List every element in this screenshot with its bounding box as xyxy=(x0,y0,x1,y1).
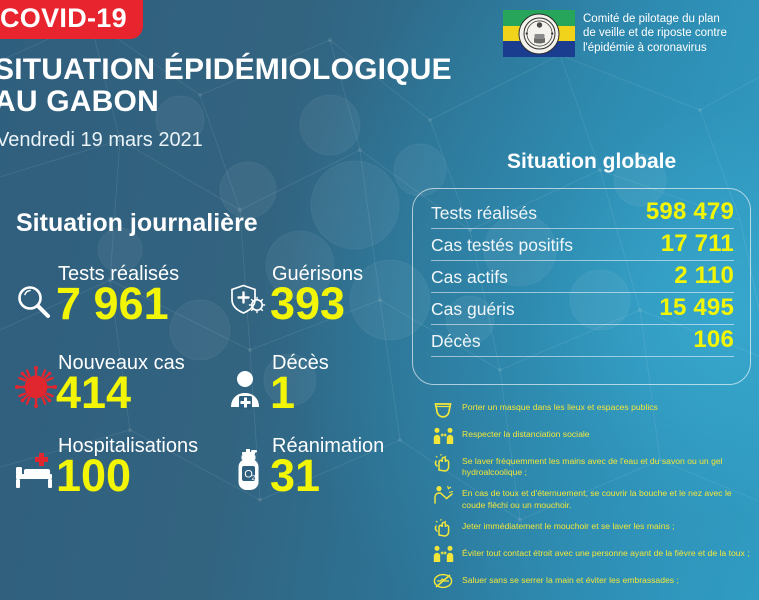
stat-value: 393 xyxy=(270,278,346,329)
guideline-text: En cas de toux et d'éternuement, se couv… xyxy=(462,488,732,510)
stat-tests-realises: Tests réalisés 7 961 xyxy=(14,263,224,329)
guideline-text: Respecter la distanciation sociale xyxy=(462,429,590,439)
guideline-text: Se laver fréquemment les mains avec de l… xyxy=(462,456,723,478)
republic-seal-icon xyxy=(518,13,560,54)
page-title-line2: AU GABON xyxy=(0,85,159,119)
stat-label: Guérisons xyxy=(272,263,364,285)
row-value: 106 xyxy=(693,326,734,353)
svg-text:O: O xyxy=(244,469,253,481)
stat-hospitalisations: Hospitalisations 100 xyxy=(14,435,244,501)
stat-guerisons: Guérisons 393 xyxy=(228,263,428,329)
row-label: Tests réalisés xyxy=(431,203,538,223)
table-row: Cas guéris 15 495 xyxy=(431,293,734,325)
guideline-text: Porter un masque dans les lieux et espac… xyxy=(462,402,658,412)
stat-value: 7 961 xyxy=(56,278,169,329)
distancing-icon xyxy=(432,544,454,565)
list-item: Jeter immédiatement le mouchoir et se la… xyxy=(432,517,752,538)
guideline-text: Saluer sans se serrer la main et éviter … xyxy=(462,574,679,585)
shield-cross-virus-icon xyxy=(228,280,268,325)
coronavirus-icon xyxy=(14,365,58,414)
stat-value: 100 xyxy=(56,450,132,501)
committee-name-line1: Comité de pilotage du plan xyxy=(583,13,720,26)
row-value: 2 110 xyxy=(674,262,734,289)
gabon-flag-icon xyxy=(503,10,575,57)
global-section-title: Situation globale xyxy=(507,150,677,173)
table-row: Décès 106 xyxy=(431,325,734,357)
row-label: Cas actifs xyxy=(431,267,508,287)
daily-section-title: Situation journalière xyxy=(16,209,258,237)
list-item: En cas de toux et d'éternuement, se couv… xyxy=(432,484,752,510)
committee-logo: Comité de pilotage du plan de veille et … xyxy=(503,10,727,57)
report-date: Vendredi 19 mars 2021 xyxy=(0,129,203,151)
page-title-line1: SITUATION ÉPIDÉMIOLOGIQUE xyxy=(0,53,452,86)
guideline-text: Éviter tout contact étroit avec une pers… xyxy=(462,547,750,558)
row-value: 17 711 xyxy=(660,230,734,257)
oxygen-tank-icon: O 2 xyxy=(232,448,266,497)
row-label: Cas testés positifs xyxy=(431,235,573,255)
list-item: Se laver fréquemment les mains avec de l… xyxy=(432,452,752,478)
cough-elbow-icon xyxy=(432,484,454,505)
list-item: Porter un masque dans les lieux et espac… xyxy=(432,398,752,419)
mask-icon xyxy=(432,398,454,419)
svg-text:2: 2 xyxy=(252,475,256,482)
global-stats-panel: Tests réalisés 598 479 Cas testés positi… xyxy=(412,188,751,385)
no-handshake-icon xyxy=(432,571,454,592)
row-label: Cas guéris xyxy=(431,299,515,319)
stat-value: 414 xyxy=(56,367,132,418)
committee-name: Comité de pilotage du plan de veille et … xyxy=(583,12,727,54)
list-item: Saluer sans se serrer la main et éviter … xyxy=(432,571,752,592)
table-row: Cas testés positifs 17 711 xyxy=(431,229,734,261)
stat-nouveaux-cas: Nouveaux cas 414 xyxy=(14,352,224,418)
magnifier-icon xyxy=(14,282,54,327)
stat-label: Décès xyxy=(272,352,329,374)
list-item: Respecter la distanciation sociale xyxy=(432,425,752,446)
wash-hands-icon xyxy=(432,517,454,538)
stat-deces: Décès 1 xyxy=(228,352,428,418)
patient-icon xyxy=(228,369,264,414)
prevention-guidelines: Porter un masque dans les lieux et espac… xyxy=(432,398,752,600)
page-title: SITUATION ÉPIDÉMIOLOGIQUE AU GABON xyxy=(0,53,452,119)
table-row: Cas actifs 2 110 xyxy=(431,261,734,293)
row-label: Décès xyxy=(431,331,481,351)
stat-label: Hospitalisations xyxy=(58,435,199,457)
wash-hands-icon xyxy=(432,452,454,473)
stat-value: 31 xyxy=(270,450,321,501)
stat-label: Réanimation xyxy=(272,435,385,457)
row-value: 15 495 xyxy=(659,294,734,321)
table-row: Tests réalisés 598 479 xyxy=(431,197,734,229)
covid-badge: COVID-19 xyxy=(0,0,143,39)
committee-name-line2: de veille et de riposte contre xyxy=(583,27,727,40)
stat-reanimation: O 2 Réanimation 31 xyxy=(228,435,428,501)
row-value: 598 479 xyxy=(645,198,734,225)
stat-label: Nouveaux cas xyxy=(58,352,185,374)
guideline-text: Jeter immédiatement le mouchoir et se la… xyxy=(462,520,675,531)
committee-name-line3: l'épidémie à coronavirus xyxy=(583,41,707,54)
hospital-bed-icon xyxy=(14,450,56,495)
list-item: Éviter tout contact étroit avec une pers… xyxy=(432,544,752,565)
stat-value: 1 xyxy=(270,367,296,418)
stat-label: Tests réalisés xyxy=(58,263,180,285)
distancing-icon xyxy=(432,425,454,446)
